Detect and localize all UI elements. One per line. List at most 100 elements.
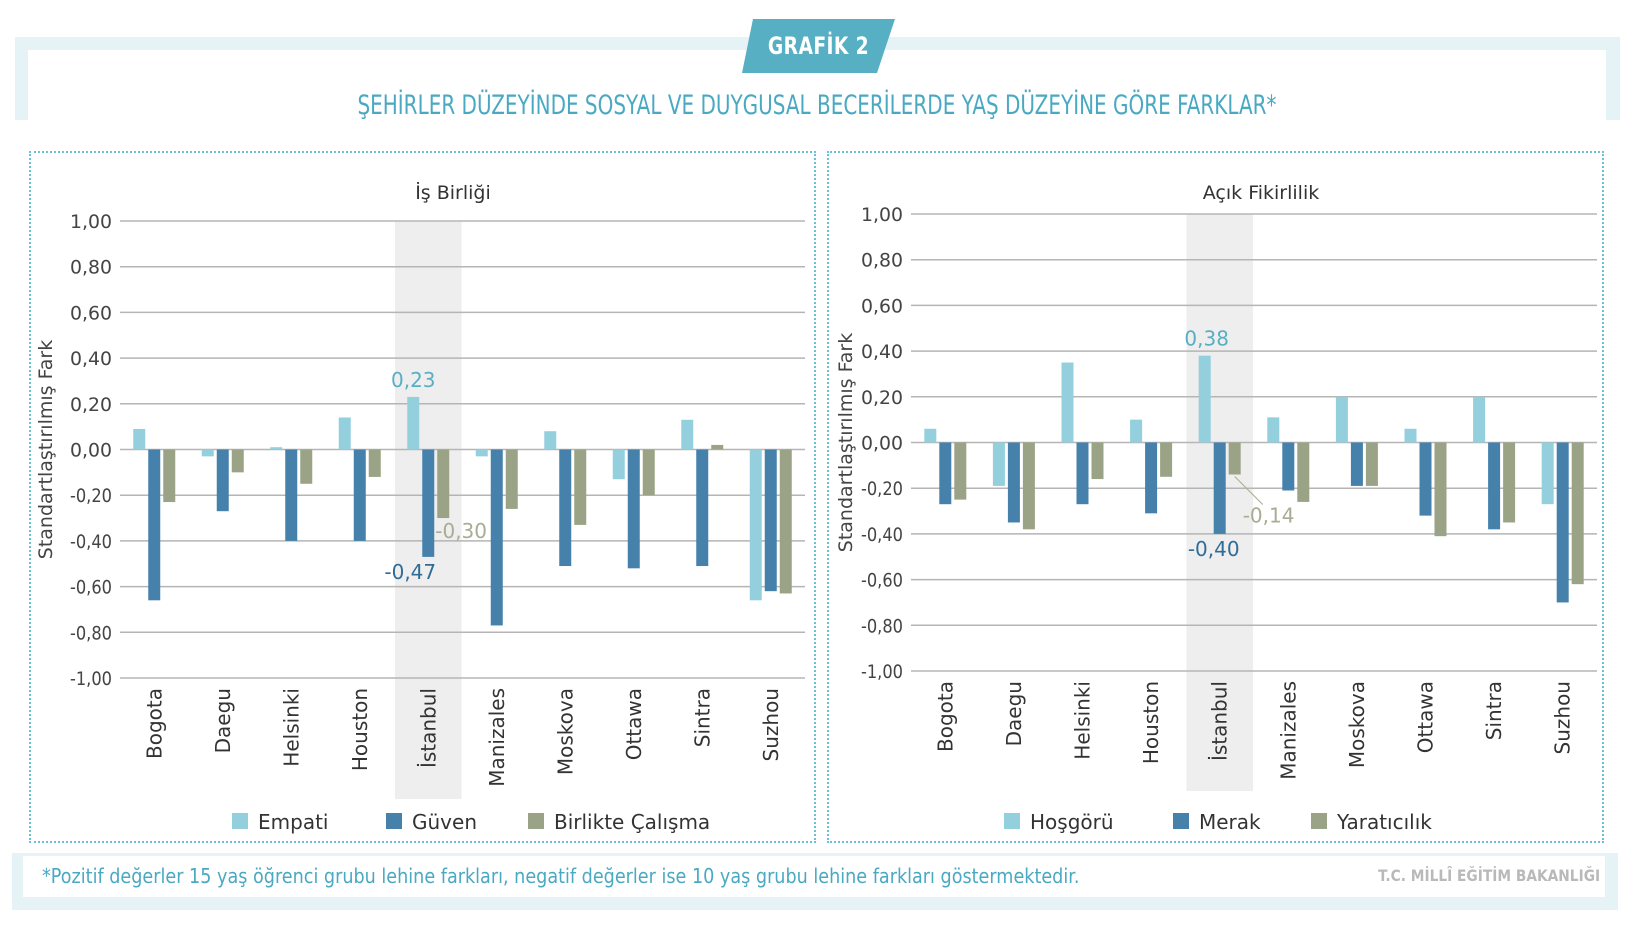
bar-merak-5 — [1282, 442, 1295, 491]
legend-label: Empati — [258, 810, 328, 834]
bar-empati-2 — [270, 447, 283, 450]
bar-hoşgörü-6 — [1335, 396, 1348, 443]
bar-birlikte-çalışma-8 — [711, 444, 724, 450]
bar-güven-3 — [353, 449, 366, 541]
badge-label: GRAFİK 2 — [767, 32, 870, 60]
frame-left-band — [15, 37, 28, 120]
legend-label: Güven — [412, 810, 477, 834]
legend-label: Merak — [1199, 810, 1261, 834]
y-tick-label: 1,00 — [70, 211, 112, 233]
legend-swatch-0 — [1004, 813, 1020, 829]
y-tick-label: 0,60 — [70, 302, 112, 324]
bar-merak-2 — [1076, 442, 1089, 505]
annotation-leader-line — [1234, 476, 1264, 505]
legend-label: Yaratıcılık — [1336, 810, 1432, 834]
y-tick-label: -0,40 — [861, 524, 903, 546]
y-tick-label: -1,00 — [70, 668, 112, 690]
y-tick-label: -0,60 — [70, 577, 112, 599]
bar-empati-1 — [201, 449, 214, 457]
bar-empati-9 — [749, 449, 762, 601]
bar-güven-7 — [627, 449, 640, 569]
bar-hoşgörü-1 — [992, 442, 1005, 486]
bar-empati-4 — [407, 396, 420, 450]
x-tick-label: Helsinki — [279, 688, 303, 767]
bar-yaratıcılık-3 — [1160, 442, 1173, 477]
x-tick-label: Moskova — [1345, 681, 1369, 768]
y-tick-label: -0,20 — [861, 478, 903, 500]
bar-yaratıcılık-8 — [1503, 442, 1516, 523]
x-tick-label: Daegu — [211, 688, 235, 753]
chart-panel-is-birligi — [29, 151, 816, 843]
bar-merak-7 — [1419, 442, 1432, 516]
x-tick-label: Sintra — [1482, 681, 1506, 740]
bar-güven-9 — [764, 449, 777, 592]
bar-merak-9 — [1556, 442, 1569, 603]
x-tick-label: Bogota — [933, 681, 957, 752]
legend-swatch-2 — [1311, 813, 1327, 829]
bar-hoşgörü-5 — [1267, 417, 1280, 443]
bar-hoşgörü-9 — [1541, 442, 1554, 505]
bar-empati-0 — [133, 428, 146, 450]
bar-hoşgörü-0 — [924, 428, 937, 443]
legend-swatch-0 — [232, 813, 248, 829]
bar-empati-7 — [612, 449, 625, 480]
x-tick-label: Daegu — [1002, 681, 1026, 746]
y-tick-label: -0,20 — [70, 485, 112, 507]
x-tick-label: Bogota — [142, 688, 166, 759]
y-tick-label: 0,00 — [70, 440, 112, 462]
bar-empati-8 — [681, 419, 694, 450]
data-label: -0,30 — [435, 519, 487, 543]
bar-güven-1 — [216, 449, 229, 512]
y-tick-label: 1,00 — [861, 204, 903, 226]
data-label: 0,38 — [1184, 327, 1229, 351]
bar-güven-2 — [285, 449, 298, 541]
bar-hoşgörü-2 — [1061, 362, 1074, 443]
x-tick-label: Moskova — [553, 688, 577, 775]
data-label: -0,14 — [1243, 503, 1295, 527]
bar-birlikte-çalışma-6 — [574, 449, 587, 525]
data-label: -0,40 — [1188, 537, 1240, 561]
footer-panel — [23, 856, 1605, 897]
bar-hoşgörü-8 — [1473, 396, 1486, 443]
bar-birlikte-çalışma-1 — [231, 449, 244, 473]
y-tick-label: 0,40 — [861, 341, 903, 363]
bar-güven-4 — [422, 449, 435, 557]
y-axis-label: Standartlaştırılmış Fark — [835, 333, 857, 552]
y-tick-label: 0,20 — [861, 387, 903, 409]
x-tick-label: Ottawa — [622, 688, 646, 760]
x-tick-label: Ottawa — [1414, 681, 1438, 753]
x-tick-label: Manizales — [485, 688, 509, 787]
y-tick-label: 0,40 — [70, 348, 112, 370]
chart-panel-acik-fikirlilik — [827, 151, 1604, 843]
y-tick-label: -0,80 — [70, 622, 112, 644]
bar-empati-6 — [544, 431, 557, 450]
x-tick-label: Suzhou — [1551, 681, 1575, 754]
bar-birlikte-çalışma-3 — [368, 449, 381, 477]
y-tick-label: -0,40 — [70, 531, 112, 553]
bar-merak-6 — [1350, 442, 1363, 486]
bar-birlikte-çalışma-9 — [779, 449, 792, 594]
y-tick-label: -0,60 — [861, 570, 903, 592]
x-tick-label: Houston — [348, 688, 372, 771]
figure-badge: GRAFİK 2 — [742, 19, 895, 73]
data-label: 0,23 — [391, 368, 436, 392]
x-tick-label: Houston — [1139, 681, 1163, 764]
bar-yaratıcılık-0 — [954, 442, 967, 500]
y-tick-label: 0,80 — [861, 250, 903, 272]
bar-güven-0 — [148, 449, 161, 601]
x-tick-label: İstanbul — [416, 688, 440, 768]
bar-merak-0 — [939, 442, 952, 505]
chart-title: İş Birliği — [415, 181, 491, 204]
bar-güven-8 — [696, 449, 709, 567]
source-label: T.C. MİLLÎ EĞİTİM BAKANLIĞI — [1378, 866, 1600, 885]
badge-shape — [742, 19, 895, 73]
y-tick-label: -0,80 — [861, 615, 903, 637]
y-axis-label: Standartlaştırılmış Fark — [35, 340, 57, 559]
y-tick-label: 0,00 — [861, 433, 903, 455]
legend-swatch-1 — [1173, 813, 1189, 829]
frame-right-band — [1606, 37, 1620, 120]
bar-birlikte-çalışma-0 — [163, 449, 176, 503]
bar-merak-4 — [1213, 442, 1226, 534]
